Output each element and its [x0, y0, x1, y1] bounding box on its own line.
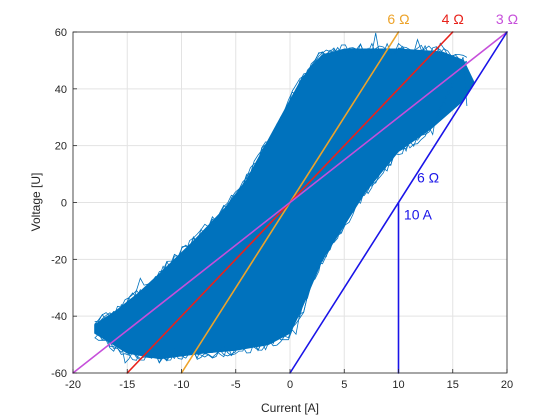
x-tick-label: 0: [287, 379, 293, 391]
y-tick-label: -20: [51, 254, 67, 266]
y-tick-label: 60: [55, 27, 67, 39]
annotation-label: 6 Ω: [417, 170, 439, 186]
y-tick-label: 0: [61, 198, 67, 210]
hysteresis-noise-fringe: [94, 32, 468, 364]
x-tick-label: -10: [174, 379, 190, 391]
y-tick-label: 20: [55, 141, 67, 153]
x-tick-label: 20: [501, 379, 513, 391]
x-tick-label: -15: [119, 379, 135, 391]
annotation-label: 4 Ω: [442, 11, 464, 27]
axis-ticks: -20 -15 -10 -5 0 5 10 15 20 -60 -40 -20 0 20 40 60: [51, 27, 513, 391]
y-tick-label: -40: [51, 311, 67, 323]
x-axis-label: Current [A]: [261, 401, 319, 415]
annotation-label: 3 Ω: [496, 11, 518, 27]
y-tick-label: 40: [55, 84, 67, 96]
x-tick-label: -20: [65, 379, 81, 391]
annotations: 6 Ω 4 Ω 3 Ω 6 Ω 10 A: [387, 11, 518, 223]
x-tick-label: 10: [392, 379, 404, 391]
reference-line: [72, 31, 508, 374]
reference-lines: [72, 31, 508, 374]
annotation-label: 10 A: [404, 207, 433, 223]
x-tick-label: 15: [447, 379, 459, 391]
annotation-label: 6 Ω: [387, 11, 409, 27]
x-tick-label: 5: [341, 379, 347, 391]
x-tick-label: -5: [231, 379, 241, 391]
y-tick-label: -60: [51, 368, 67, 380]
y-axis-label: Voltage [U]: [29, 173, 43, 232]
